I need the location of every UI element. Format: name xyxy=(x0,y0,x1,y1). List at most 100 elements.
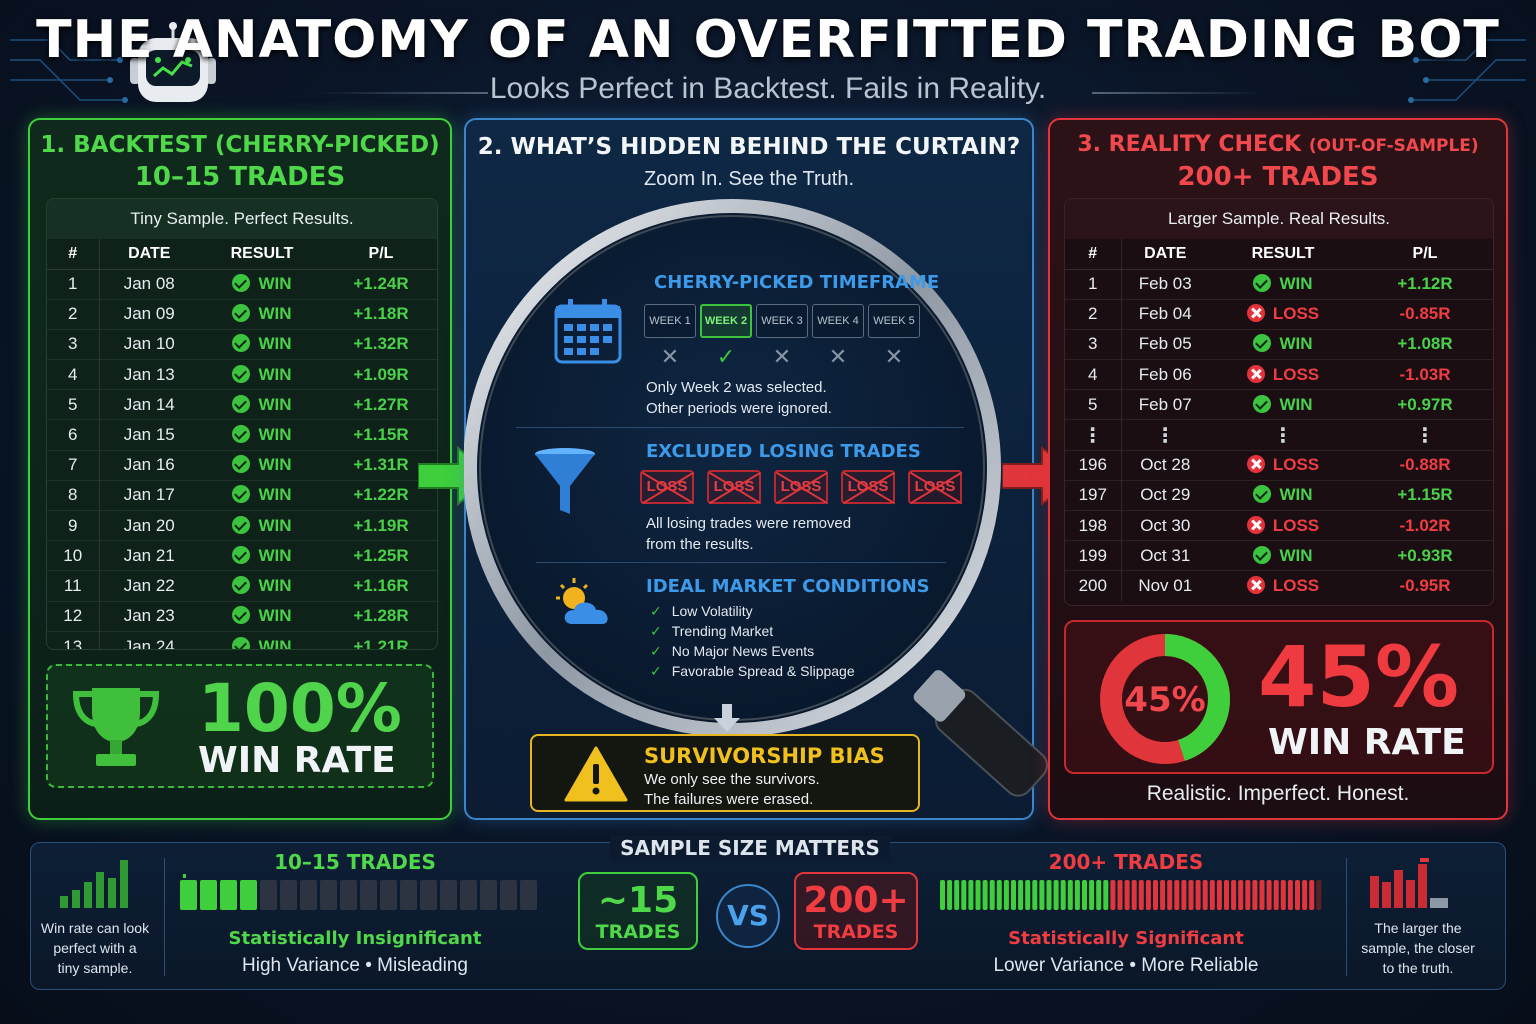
row-number: 2 xyxy=(1065,298,1122,330)
vs-small-unit: TRADES xyxy=(595,921,681,943)
reality-trade-count: 200+ TRADES xyxy=(1177,162,1379,192)
trophy-icon xyxy=(72,688,160,766)
result-label: WIN xyxy=(1279,485,1313,505)
row-result: WIN xyxy=(199,449,325,481)
bar-segment xyxy=(1245,880,1251,910)
row-result: WIN xyxy=(199,600,325,632)
backtest-title: 1. BACKTEST (CHERRY-PICKED) xyxy=(40,132,440,158)
row-number: 196 xyxy=(1065,449,1122,481)
bar-segment xyxy=(1202,880,1208,910)
bar-segment xyxy=(1316,880,1322,910)
row-result: WIN xyxy=(1209,328,1357,360)
bar-segment xyxy=(1103,880,1109,910)
row-number: 199 xyxy=(1065,540,1122,571)
row-date: Oct 28 xyxy=(1121,449,1209,481)
table-row: 196 Oct 28 LOSS -0.88R xyxy=(1065,449,1493,481)
ideal-item-1: Low Volatility xyxy=(650,603,753,620)
bar-segment xyxy=(1060,880,1066,910)
excluded-text-1: All losing trades were removed xyxy=(646,515,852,532)
check-circle-icon xyxy=(232,515,251,534)
bar-segment xyxy=(520,880,537,910)
row-date: Feb 06 xyxy=(1121,359,1209,390)
bar-segment xyxy=(340,880,357,910)
row-result: WIN xyxy=(199,359,325,390)
week-box: WEEK 2 xyxy=(700,304,752,338)
row-pl: +1.18R xyxy=(325,298,437,330)
row-date: Oct 29 xyxy=(1121,479,1209,511)
table-row: 4 Jan 13 WIN +1.09R xyxy=(47,359,437,390)
small-sample-verdict: Statistically Insignificant xyxy=(228,928,482,949)
table-row: 9 Jan 20 WIN +1.19R xyxy=(47,509,437,541)
row-result: WIN xyxy=(1209,389,1357,420)
result-label: WIN xyxy=(258,394,292,414)
backtest-winrate-label: WIN RATE xyxy=(198,740,396,781)
row-number: 13 xyxy=(47,630,100,649)
check-circle-icon xyxy=(1253,394,1272,413)
row-number: 12 xyxy=(47,600,100,632)
result-label: WIN xyxy=(1279,394,1313,414)
row-number: 2 xyxy=(47,298,100,330)
small-sample-bar xyxy=(180,874,537,910)
result-label: WIN xyxy=(258,515,292,535)
bar-segment xyxy=(982,880,988,910)
table-row: 5 Jan 14 WIN +1.27R xyxy=(47,389,437,420)
col-pl: P/L xyxy=(325,239,437,270)
table-row: 5 Feb 07 WIN +0.97R xyxy=(1065,389,1493,420)
donut-win-arc xyxy=(1100,634,1230,764)
cherry-text-1: Only Week 2 was selected. xyxy=(646,379,827,396)
survivorship-bias-title: SURVIVORSHIP BIAS xyxy=(644,744,885,768)
page-title: THE ANATOMY OF AN OVERFITTED TRADING BOT xyxy=(36,10,1500,70)
table-row: 198 Oct 30 LOSS -1.02R xyxy=(1065,509,1493,541)
result-label: WIN xyxy=(258,606,292,626)
x-circle-icon xyxy=(1246,576,1265,595)
row-number: 6 xyxy=(47,419,100,451)
check-circle-icon xyxy=(232,575,251,594)
bar-segment xyxy=(1181,880,1187,910)
bar-segment xyxy=(300,880,317,910)
row-number: 11 xyxy=(47,570,100,602)
subtitle-line-right xyxy=(1092,92,1262,94)
row-number: 1 xyxy=(47,268,100,300)
ellipsis-row: ⋮ ⋮ ⋮ ⋮ xyxy=(1065,419,1493,451)
result-label: WIN xyxy=(258,304,292,324)
col-result: RESULT xyxy=(1209,239,1357,270)
hidden-title: 2. WHAT’S HIDDEN BEHIND THE CURTAIN? xyxy=(477,134,1021,160)
bar-segment xyxy=(1018,880,1024,910)
vs-badge: VS xyxy=(716,884,780,948)
robot-icon xyxy=(130,22,216,102)
bar-segment xyxy=(280,880,297,910)
result-label: LOSS xyxy=(1272,515,1320,535)
bar-segment xyxy=(1224,880,1229,910)
right-note: The larger the sample, the closer to the… xyxy=(1348,918,1488,978)
table-row: 12 Jan 23 WIN +1.28R xyxy=(47,600,437,632)
bar-segment xyxy=(961,880,967,910)
bar-segment xyxy=(1287,880,1293,910)
check-circle-icon xyxy=(232,485,251,504)
bar-segment xyxy=(1238,880,1244,910)
x-icon: ✕ xyxy=(660,344,680,369)
crossed-loss-stamp: LOSS xyxy=(774,470,828,504)
crossed-loss-stamp: LOSS xyxy=(908,470,962,504)
left-note: Win rate can look perfect with a tiny sa… xyxy=(36,918,154,978)
bar-segment xyxy=(1074,880,1080,910)
cherry-text-2: Other periods were ignored. xyxy=(646,400,832,417)
bar-segment xyxy=(1003,880,1009,910)
row-pl: +1.09R xyxy=(325,359,437,390)
ideal-item-3: No Major News Events xyxy=(650,643,814,660)
reality-caption: Larger Sample. Real Results. xyxy=(1065,199,1493,239)
bar-segment xyxy=(480,880,497,910)
bar-segment xyxy=(320,880,337,910)
row-result: LOSS xyxy=(1209,359,1357,390)
row-date: Oct 31 xyxy=(1121,540,1209,571)
row-number: 200 xyxy=(1065,570,1122,602)
bar-segment xyxy=(360,880,377,910)
arrow-down-icon xyxy=(714,704,740,732)
bar-segment xyxy=(200,880,217,910)
reality-winrate-label: WIN RATE xyxy=(1268,722,1466,763)
small-sample-bars-icon xyxy=(60,860,128,908)
reality-panel: 3. REALITY CHECK (OUT-OF-SAMPLE) 200+ TR… xyxy=(1048,118,1508,820)
row-pl: -0.85R xyxy=(1357,298,1493,330)
backtest-caption: Tiny Sample. Perfect Results. xyxy=(47,199,437,239)
row-number: 198 xyxy=(1065,509,1122,541)
table-row: 11 Jan 22 WIN +1.16R xyxy=(47,570,437,602)
